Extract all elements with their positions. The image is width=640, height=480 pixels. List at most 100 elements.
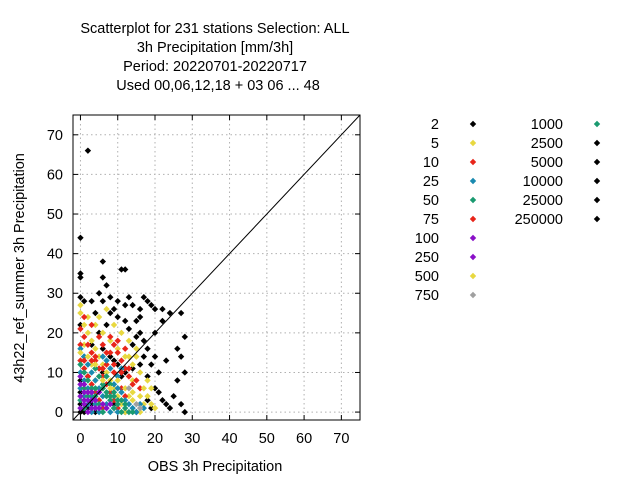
data-point: [121, 400, 129, 408]
data-point: [88, 404, 95, 412]
data-point: [88, 357, 95, 364]
legend-label: 750: [415, 288, 439, 304]
y-axis-label: 43h22_ref_summer 3h Precipitation: [12, 153, 28, 383]
data-point: [107, 408, 114, 416]
data-point: [107, 333, 114, 341]
legend: 2510255075100250500750100025005000100002…: [415, 117, 601, 304]
legend-marker: [469, 177, 477, 185]
series-2: [77, 147, 189, 416]
legend-item-2500: 2500: [531, 136, 601, 152]
diagonal-line: [72, 114, 361, 421]
data-point: [99, 373, 107, 380]
data-point: [103, 305, 110, 313]
data-point: [136, 393, 144, 400]
data-point: [140, 404, 148, 412]
data-point: [125, 385, 133, 392]
data-point: [103, 389, 110, 396]
legend-marker: [469, 291, 477, 299]
legend-label: 25000: [523, 193, 563, 209]
series-750: [125, 385, 144, 412]
series-5: [77, 301, 159, 416]
legend-marker: [593, 139, 601, 147]
data-point: [80, 381, 88, 388]
legend-label: 250: [415, 250, 439, 266]
legend-label: 2500: [531, 136, 563, 152]
data-point: [77, 393, 84, 400]
data-point: [80, 396, 88, 404]
plot-frame: [72, 114, 361, 421]
data-point: [77, 325, 84, 333]
data-point: [88, 349, 95, 356]
legend-marker: [593, 196, 601, 204]
data-point: [77, 270, 84, 277]
data-point: [107, 393, 114, 400]
data-point: [107, 385, 114, 392]
y-tick-label: 20: [47, 326, 63, 342]
data-point: [84, 393, 92, 400]
legend-label: 500: [415, 269, 439, 285]
data-point: [95, 400, 103, 408]
data-point: [133, 377, 140, 384]
legend-item-5000: 5000: [531, 155, 601, 171]
data-point: [95, 353, 103, 360]
data-point: [107, 353, 114, 360]
legend-marker: [469, 158, 477, 166]
data-point: [129, 377, 136, 384]
data-point: [136, 313, 144, 321]
data-point: [99, 393, 107, 400]
data-point: [125, 294, 133, 301]
data-point: [114, 345, 121, 352]
data-point: [99, 258, 107, 265]
data-point: [77, 345, 84, 352]
data-point: [148, 361, 155, 368]
data-point: [133, 408, 140, 416]
data-point: [103, 321, 110, 329]
data-point: [174, 345, 181, 352]
data-point: [88, 341, 95, 348]
legend-marker: [469, 234, 477, 242]
data-point: [166, 309, 174, 317]
data-point: [181, 408, 189, 416]
data-point: [77, 349, 84, 356]
data-point: [136, 385, 144, 392]
data-point: [80, 333, 88, 341]
chart-title: Scatterplot for 231 stations Selection: …: [80, 21, 349, 94]
x-tick-label: 10: [110, 431, 126, 447]
data-point: [77, 377, 84, 384]
data-point: [77, 361, 84, 368]
legend-label: 2: [431, 117, 439, 133]
data-point: [99, 345, 107, 352]
data-point: [80, 377, 88, 384]
data-point: [80, 365, 88, 372]
data-point: [121, 393, 129, 400]
data-point: [144, 393, 151, 400]
legend-item-250: 250: [415, 250, 477, 266]
data-point: [99, 297, 107, 305]
legend-item-2: 2: [431, 117, 477, 133]
axis-ticks: 0 10 20 30 40 50 60 70 0 10 20 30 40 50 60 70: [47, 115, 360, 447]
y-tick-label: 50: [47, 207, 63, 223]
legend-label: 5000: [531, 155, 563, 171]
data-point: [114, 377, 121, 384]
data-point: [84, 373, 92, 380]
data-point: [80, 341, 88, 348]
data-points: [77, 147, 189, 416]
legend-label: 100: [415, 231, 439, 247]
data-point: [92, 365, 99, 372]
data-point: [92, 357, 99, 364]
data-point: [114, 349, 121, 356]
data-point: [103, 357, 110, 364]
data-point: [151, 305, 159, 313]
data-point: [159, 396, 166, 404]
data-point: [177, 309, 185, 317]
data-point: [133, 333, 140, 341]
data-point: [103, 369, 110, 376]
data-point: [110, 321, 118, 329]
data-point: [95, 404, 103, 412]
data-point: [110, 361, 118, 368]
one-to-one-line: [72, 114, 361, 421]
data-point: [121, 345, 129, 352]
data-point: [84, 389, 92, 396]
data-point: [99, 404, 107, 412]
data-point: [88, 337, 95, 344]
